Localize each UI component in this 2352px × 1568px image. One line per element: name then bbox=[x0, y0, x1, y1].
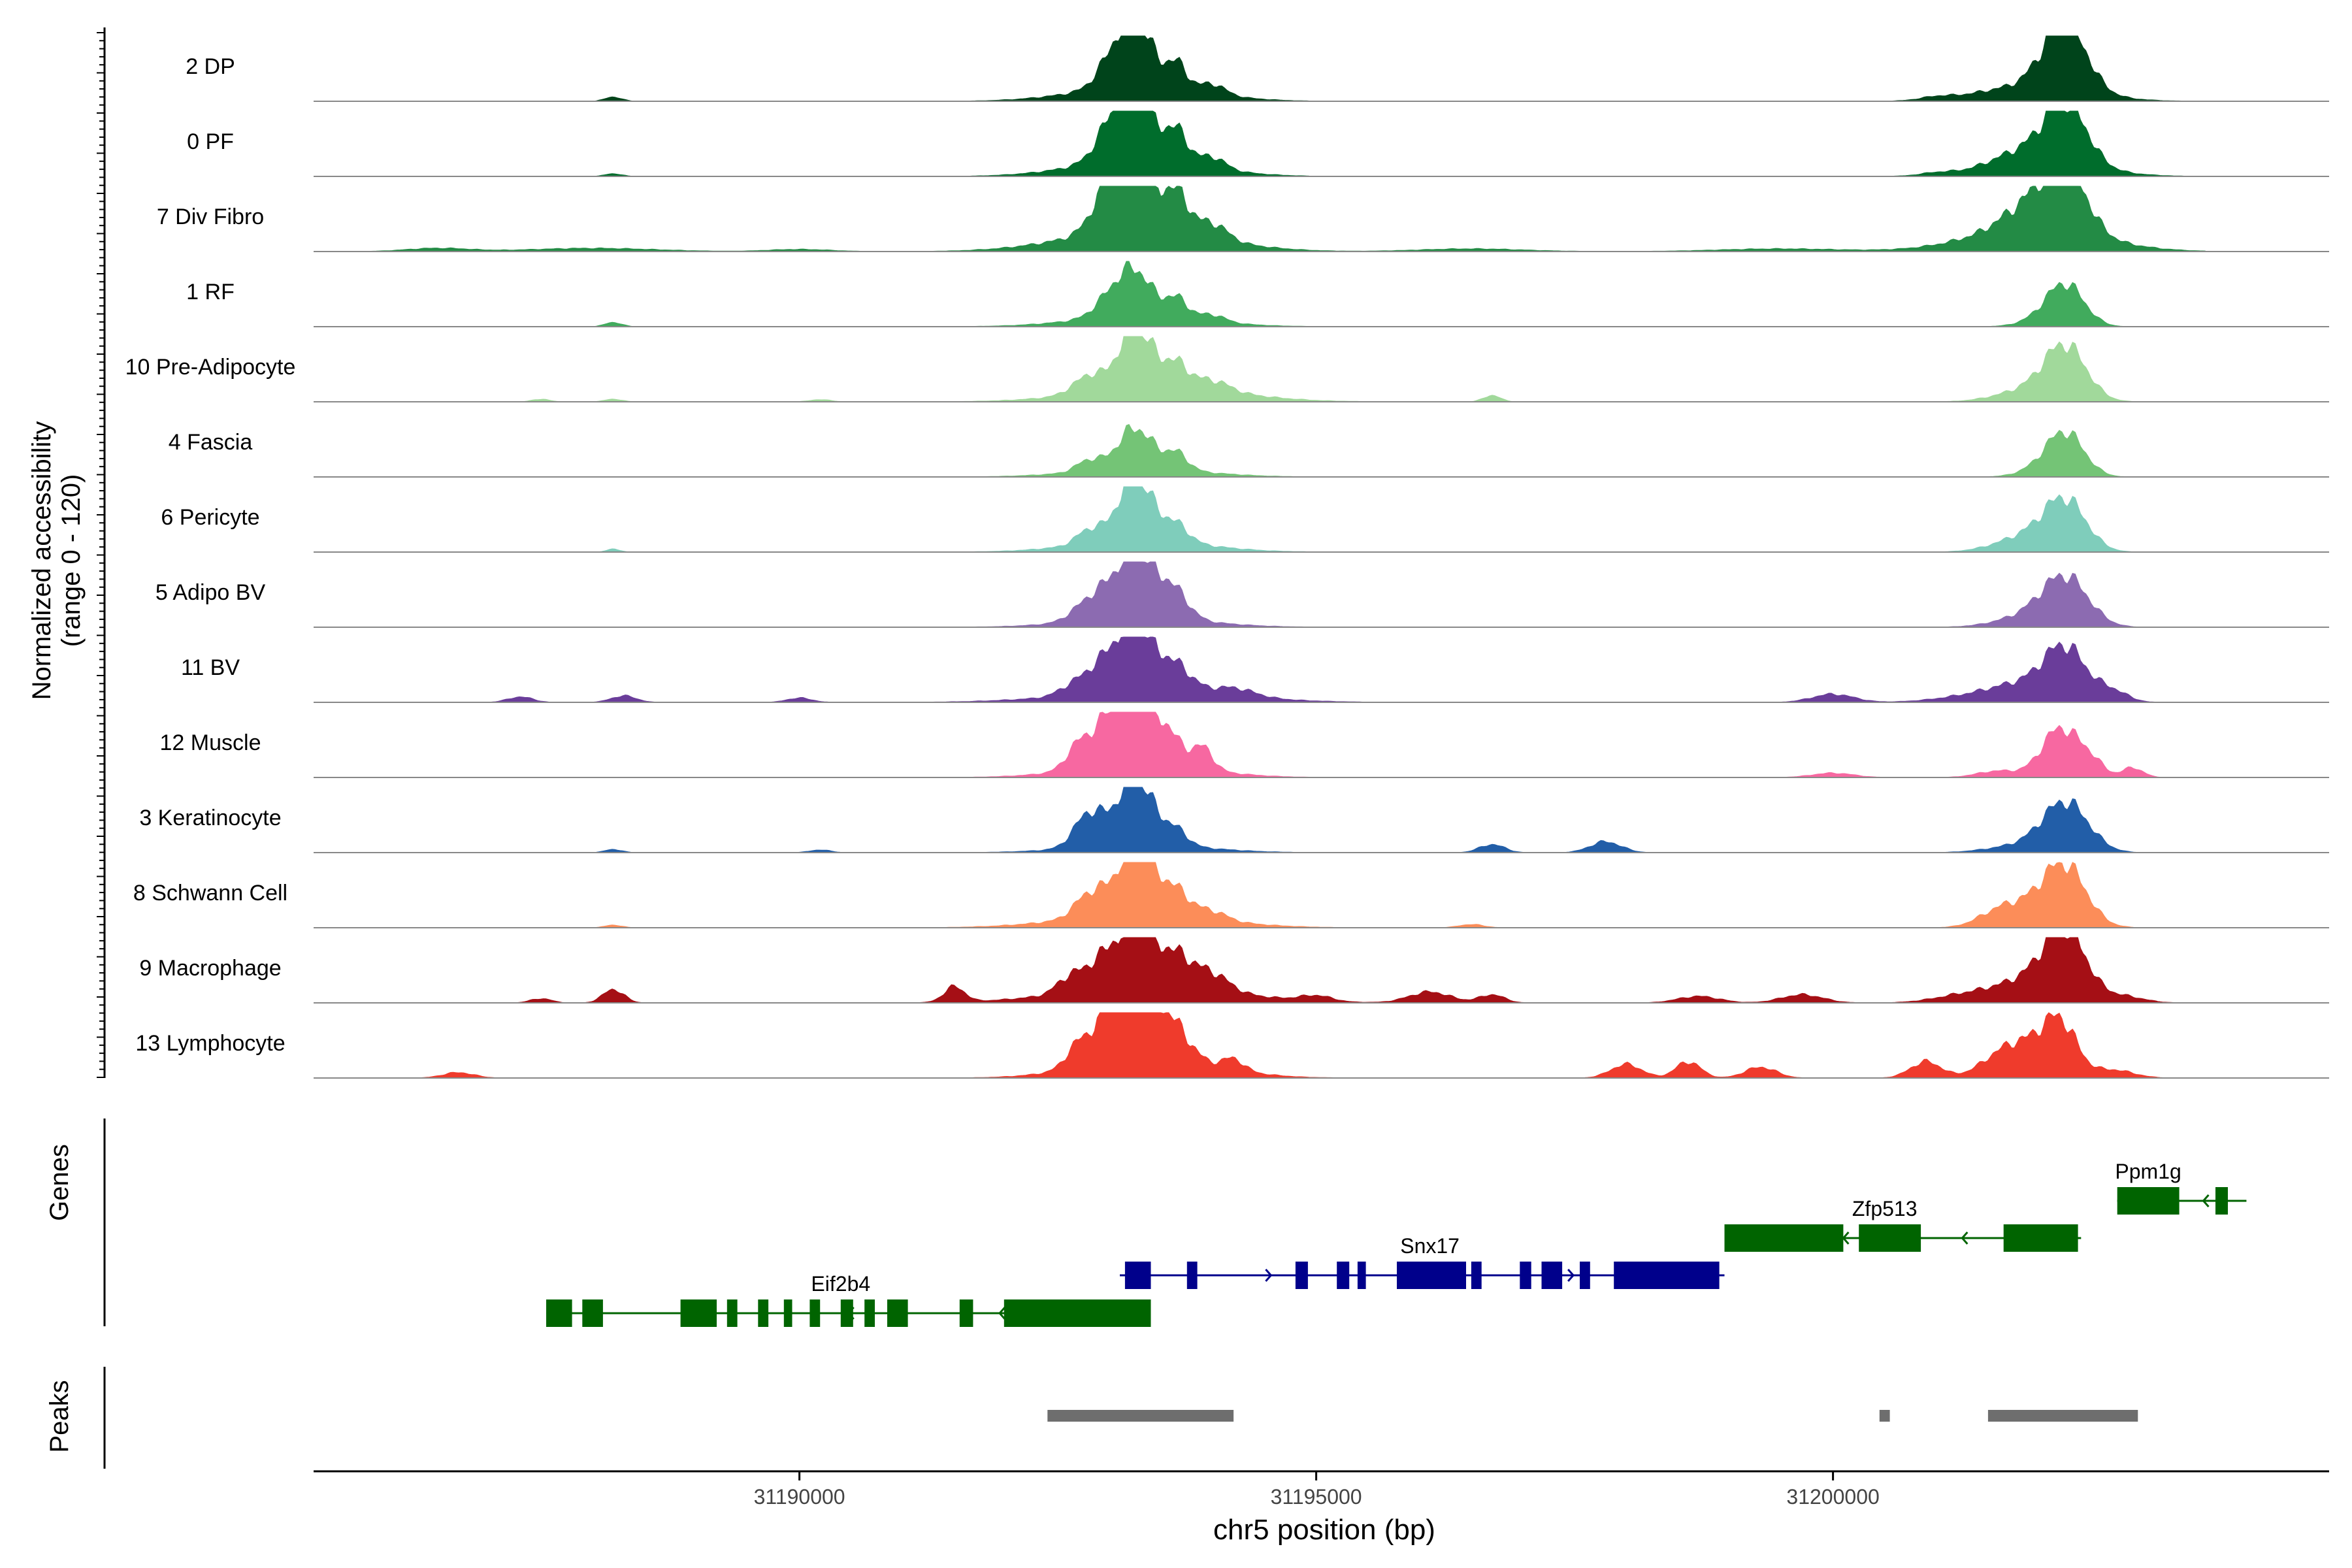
track-label: 7 Div Fibro bbox=[157, 204, 264, 229]
strand-arrow bbox=[1416, 1269, 1424, 1282]
track-label: 0 PF bbox=[187, 129, 234, 154]
track-label: 4 Fascia bbox=[169, 430, 253, 455]
gene-label: Eif2b4 bbox=[811, 1272, 870, 1296]
gene-label: Ppm1g bbox=[2115, 1160, 2181, 1183]
track-8-schwann-cell: 8 Schwann Cell bbox=[133, 862, 2329, 928]
y-axis-label-range: (range 0 - 120) bbox=[57, 474, 86, 647]
gene-exon bbox=[1186, 1262, 1198, 1289]
gene-exon bbox=[1337, 1262, 1350, 1289]
track-label: 6 Pericyte bbox=[161, 505, 259, 530]
track-2-dp: 2 DP bbox=[186, 35, 2329, 102]
strand-arrow bbox=[2202, 1194, 2210, 1207]
gene-exon bbox=[582, 1299, 603, 1327]
track-label: 3 Keratinocyte bbox=[139, 806, 281, 830]
gene-exon bbox=[1541, 1262, 1563, 1289]
gene-label: Zfp513 bbox=[1852, 1197, 1918, 1220]
peak-region bbox=[1047, 1410, 1234, 1422]
gene-exon bbox=[2003, 1224, 2078, 1252]
gene-exon bbox=[1580, 1262, 1590, 1289]
coverage-tracks: 2 DP 0 PF 7 Div Fibro 1 RF 10 Pre-Adipocyte 4… bbox=[125, 35, 2329, 1079]
y-axis: Normalized accessibility (range 0 - 120) bbox=[27, 27, 106, 1078]
gene-exon bbox=[809, 1299, 821, 1327]
track-label: 10 Pre-Adipocyte bbox=[125, 355, 296, 380]
track-5-adipo-bv: 5 Adipo BV bbox=[155, 561, 2329, 628]
gene-exon bbox=[1859, 1224, 1921, 1252]
strand-arrow bbox=[847, 1307, 855, 1320]
track-11-bv: 11 BV bbox=[181, 636, 2329, 703]
gene-eif2b4: Eif2b4 bbox=[546, 1272, 1151, 1327]
gene-exon bbox=[1724, 1224, 1844, 1252]
gene-exon bbox=[2117, 1187, 2180, 1215]
gene-track-label: Genes bbox=[45, 1144, 74, 1221]
strand-arrow bbox=[1842, 1232, 1850, 1245]
track-13-lymphocyte: 13 Lymphocyte bbox=[135, 1012, 2329, 1079]
peak-region bbox=[1987, 1410, 2138, 1422]
track-9-macrophage: 9 Macrophage bbox=[139, 937, 2329, 1004]
track-6-pericyte: 6 Pericyte bbox=[161, 486, 2329, 553]
track-0-pf: 0 PF bbox=[187, 110, 2329, 177]
gene-exon bbox=[546, 1299, 572, 1327]
track-10-pre-adipocyte: 10 Pre-Adipocyte bbox=[125, 336, 2329, 402]
track-label: 12 Muscle bbox=[160, 730, 261, 755]
x-tick-label: 31200000 bbox=[1786, 1485, 1879, 1509]
track-7-div-fibro: 7 Div Fibro bbox=[157, 186, 2329, 252]
gene-ppm1g: Ppm1g bbox=[2115, 1160, 2247, 1215]
peak-track-label: Peaks bbox=[45, 1380, 74, 1452]
track-label: 9 Macrophage bbox=[139, 956, 281, 981]
gene-exon bbox=[783, 1299, 792, 1327]
gene-exon bbox=[1471, 1262, 1482, 1289]
strand-arrow bbox=[2159, 1194, 2166, 1207]
gene-exon bbox=[1357, 1262, 1366, 1289]
track-1-rf: 1 RF bbox=[186, 261, 2329, 327]
x-axis-label: chr5 position (bp) bbox=[1213, 1514, 1435, 1546]
gene-exon bbox=[959, 1299, 973, 1327]
coverage-area bbox=[349, 186, 2206, 252]
gene-exon bbox=[1520, 1262, 1531, 1289]
track-4-fascia: 4 Fascia bbox=[169, 423, 2329, 478]
strand-arrow bbox=[1567, 1269, 1575, 1282]
strand-arrow bbox=[1961, 1232, 1968, 1245]
track-12-muscle: 12 Muscle bbox=[160, 711, 2329, 778]
track-label: 5 Adipo BV bbox=[155, 580, 266, 605]
track-label: 2 DP bbox=[186, 54, 235, 79]
track-label: 8 Schwann Cell bbox=[133, 881, 287, 906]
gene-exon bbox=[864, 1299, 875, 1327]
gene-exon bbox=[840, 1299, 853, 1327]
gene-snx17: Snx17 bbox=[1120, 1234, 1725, 1289]
gene-exon bbox=[1124, 1262, 1151, 1289]
gene-exon bbox=[727, 1299, 738, 1327]
gene-exon bbox=[1073, 1299, 1151, 1327]
track-3-keratinocyte: 3 Keratinocyte bbox=[139, 787, 2329, 853]
y-axis-label: Normalized accessibility bbox=[27, 421, 56, 700]
track-label: 1 RF bbox=[186, 280, 235, 304]
gene-exon bbox=[758, 1299, 769, 1327]
gene-exon bbox=[1397, 1262, 1466, 1289]
gene-exon bbox=[2215, 1187, 2228, 1215]
gene-zfp513: Zfp513 bbox=[1724, 1197, 2082, 1252]
strand-arrow bbox=[696, 1307, 704, 1320]
strand-arrow bbox=[1265, 1269, 1273, 1282]
x-tick-label: 31195000 bbox=[1271, 1485, 1362, 1509]
track-label: 13 Lymphocyte bbox=[135, 1031, 285, 1056]
track-label: 11 BV bbox=[181, 655, 240, 680]
gene-exon bbox=[887, 1299, 908, 1327]
gene-exon bbox=[1295, 1262, 1308, 1289]
gene-track: Genes Eif2b4 Snx17 Zfp513 Ppm1g bbox=[45, 1119, 2247, 1327]
strand-arrow bbox=[998, 1307, 1006, 1320]
x-tick-label: 31190000 bbox=[754, 1485, 845, 1509]
peak-track: Peaks bbox=[45, 1367, 2138, 1469]
x-axis: chr5 position (bp) 31190000 31195000 31200… bbox=[314, 1470, 2329, 1546]
peak-region bbox=[1879, 1410, 1890, 1422]
gene-label: Snx17 bbox=[1400, 1234, 1460, 1258]
gene-exon bbox=[1614, 1262, 1720, 1289]
